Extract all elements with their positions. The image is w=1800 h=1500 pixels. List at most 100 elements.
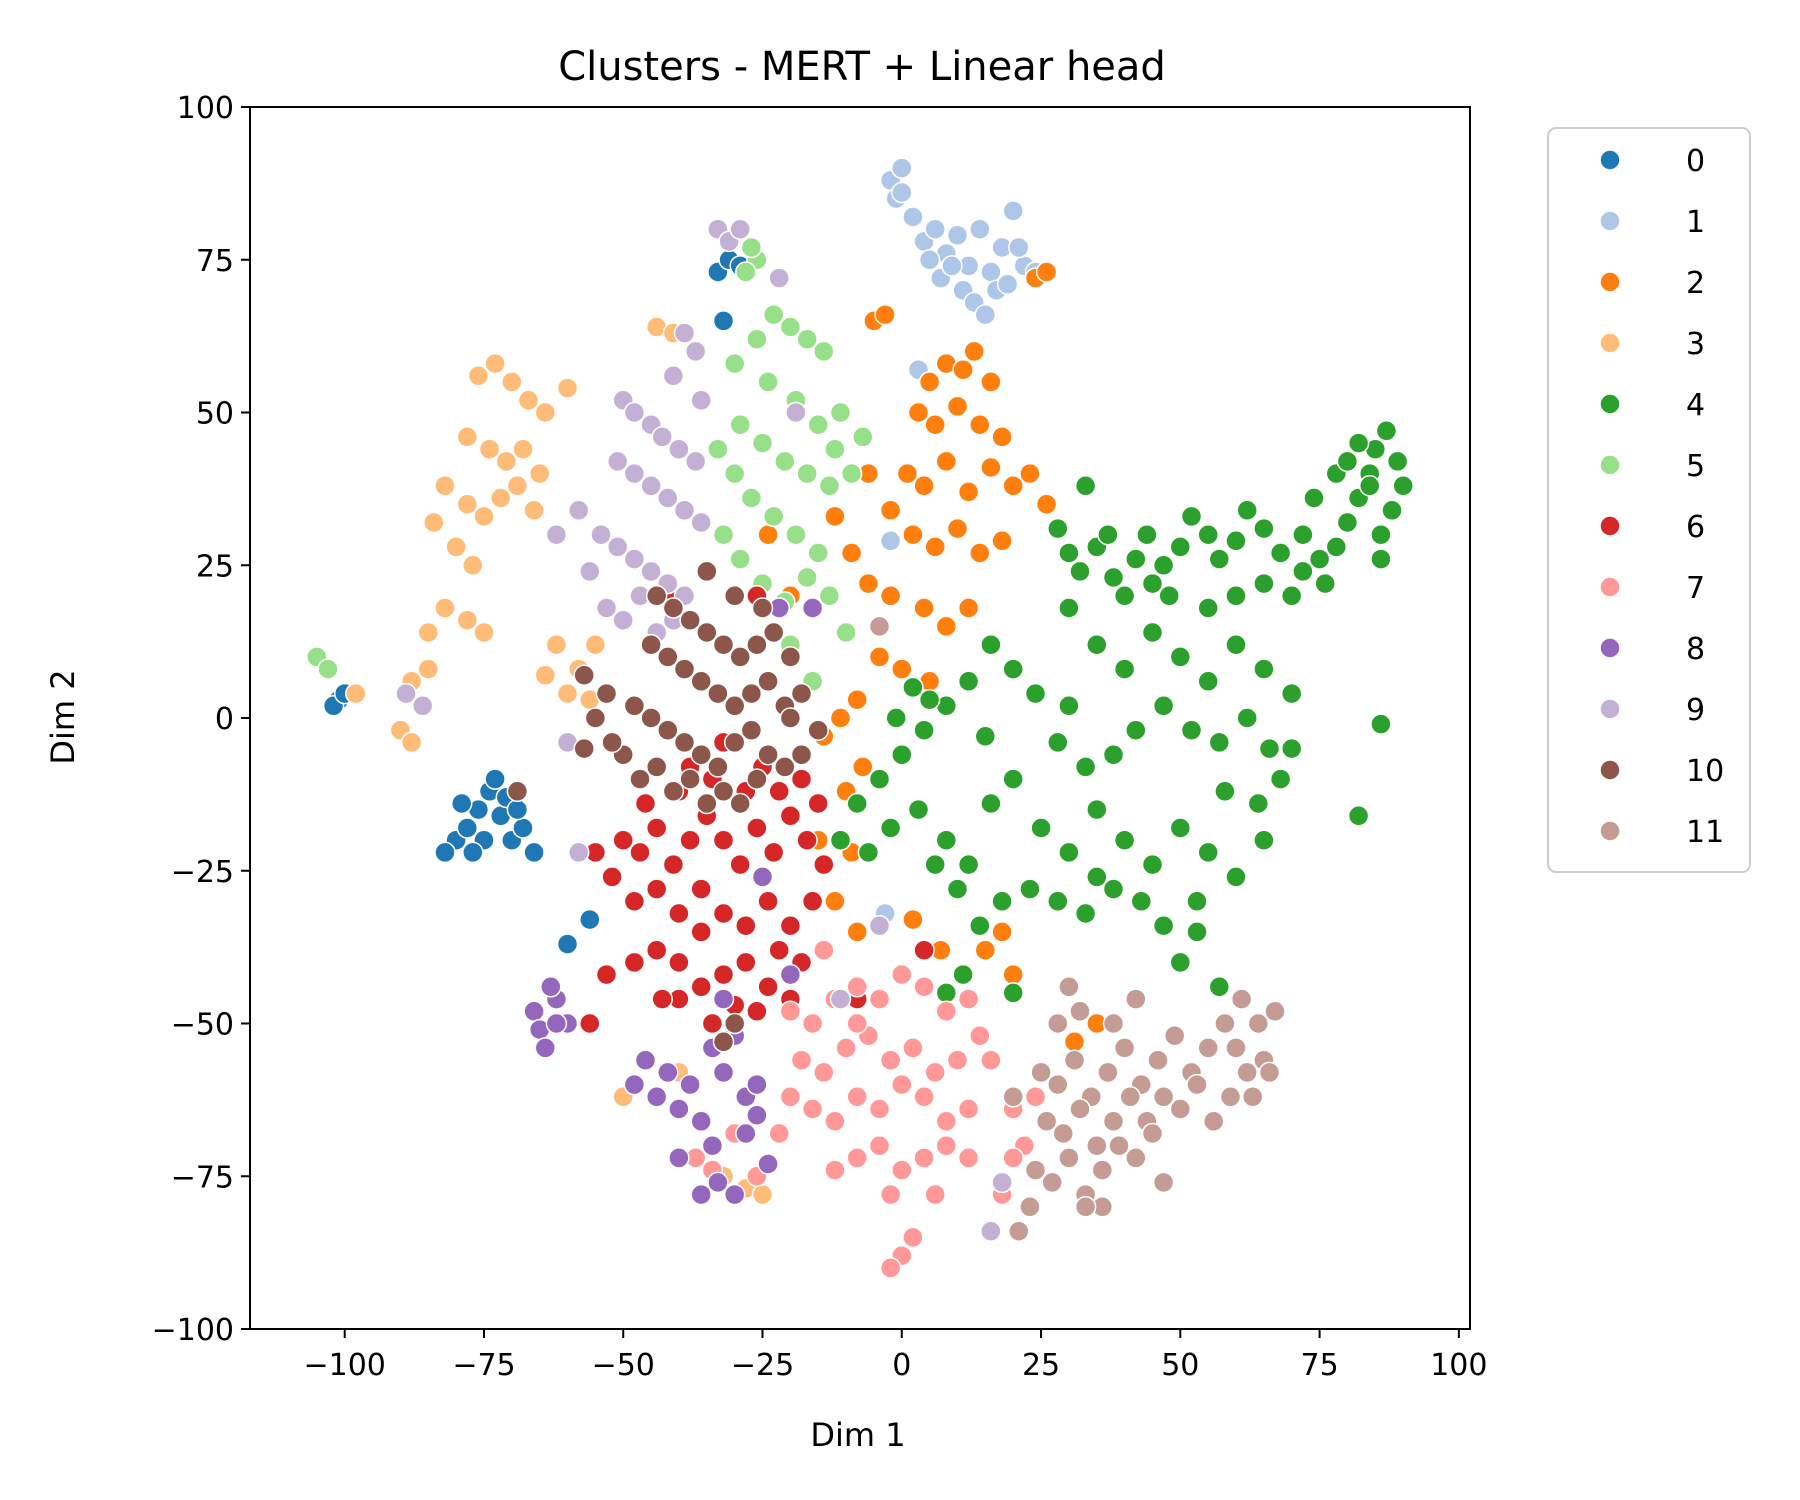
cluster-5-point: [807, 542, 829, 564]
cluster-10-point: [573, 737, 595, 760]
cluster-11-point: [1074, 1196, 1097, 1218]
cluster-5-point: [829, 401, 852, 424]
x-tick-label: −50: [592, 1348, 655, 1383]
cluster-5-point: [757, 371, 779, 393]
legend-label-5: 5: [1686, 449, 1705, 484]
cluster-11-point: [1041, 1171, 1063, 1194]
legend-marker-10: [1599, 759, 1621, 781]
cluster-6-point: [690, 921, 712, 943]
cluster-4-point: [1236, 499, 1258, 522]
cluster-0-point: [506, 798, 529, 821]
cluster-6-point: [768, 780, 790, 803]
cluster-7-point: [801, 1098, 824, 1120]
cluster-10-point: [629, 768, 651, 790]
cluster-7-point: [969, 1024, 991, 1047]
cluster-10-point: [690, 670, 712, 693]
cluster-5-point: [735, 261, 757, 283]
cluster-4-point: [1102, 878, 1125, 900]
cluster-6-point: [729, 853, 751, 876]
cluster-11-point: [1091, 1159, 1114, 1181]
cluster-4-point: [1169, 646, 1192, 668]
legend-label-1: 1: [1686, 205, 1705, 240]
cluster-3-point: [751, 1183, 774, 1206]
cluster-10-point: [740, 719, 763, 741]
cluster-3-point: [417, 621, 440, 644]
cluster-2-point: [946, 395, 969, 418]
cluster-6-point: [595, 963, 618, 986]
cluster-7-point: [846, 1012, 868, 1035]
cluster-4-point: [846, 792, 868, 815]
cluster-11-point: [1125, 988, 1147, 1010]
cluster-6-point: [779, 805, 802, 827]
cluster-10-point: [690, 743, 712, 766]
cluster-6-point: [735, 914, 757, 937]
cluster-4-point: [1208, 976, 1231, 998]
cluster-4-point: [1347, 432, 1370, 454]
cluster-9-point: [567, 841, 590, 864]
cluster-3-point: [556, 377, 579, 399]
cluster-7-point: [902, 1037, 924, 1059]
cluster-1-point: [891, 181, 913, 204]
cluster-4-point: [1325, 536, 1348, 558]
cluster-9-point: [595, 597, 618, 619]
cluster-4-point: [980, 633, 1002, 656]
cluster-9-point: [640, 560, 662, 583]
cluster-4-point: [974, 725, 997, 748]
cluster-4-point: [1236, 707, 1258, 729]
cluster-4-point: [857, 841, 880, 864]
cluster-7-point: [835, 1037, 857, 1059]
cluster-6-point: [634, 792, 657, 815]
cluster-10-point: [679, 768, 701, 790]
cluster-0-point: [462, 841, 484, 864]
cluster-6-point: [645, 878, 668, 900]
cluster-8-point: [645, 1086, 668, 1108]
cluster-4-point: [1086, 633, 1108, 656]
cluster-2-point: [991, 530, 1013, 552]
cluster-4-point: [907, 798, 930, 821]
cluster-8-point: [712, 988, 735, 1010]
cluster-4-point: [1269, 768, 1292, 790]
cluster-11-point: [1069, 1098, 1091, 1120]
cluster-2-point: [913, 597, 935, 619]
cluster-3-point: [495, 450, 518, 473]
cluster-6-point: [768, 939, 790, 961]
cluster-11-point: [1030, 1061, 1052, 1084]
cluster-4-point: [1002, 768, 1024, 790]
cluster-3-point: [534, 401, 557, 424]
cluster-0-point: [523, 841, 545, 864]
cluster-4-point: [935, 982, 958, 1004]
cluster-11-point: [1119, 1086, 1141, 1108]
cluster-3-point: [456, 609, 479, 631]
cluster-4-point: [1381, 499, 1403, 522]
cluster-9-point: [729, 218, 751, 240]
cluster-4-point: [1253, 572, 1275, 595]
cluster-4-point: [1375, 420, 1398, 442]
cluster-4-point: [1180, 719, 1203, 741]
cluster-10-point: [712, 1031, 735, 1053]
cluster-4-point: [1197, 670, 1219, 693]
cluster-7-point: [824, 1110, 846, 1133]
cluster-4-point: [1097, 523, 1119, 546]
cluster-7-point: [980, 1049, 1002, 1071]
cluster-4-point: [1253, 658, 1275, 680]
cluster-5-point: [729, 413, 751, 436]
cluster-5-point: [317, 658, 339, 680]
cluster-5-point: [729, 548, 751, 570]
cluster-11-point: [1097, 1061, 1119, 1084]
cluster-4-point: [1130, 890, 1153, 913]
cluster-7-point: [891, 963, 913, 986]
cluster-4-point: [1386, 450, 1409, 473]
cluster-9-point: [606, 450, 629, 473]
cluster-3-point: [517, 389, 540, 412]
cluster-4-point: [1113, 658, 1136, 680]
cluster-8-point: [746, 1073, 768, 1096]
cluster-6-point: [645, 817, 668, 839]
cluster-7-point: [779, 1086, 802, 1108]
cluster-9-point: [768, 267, 790, 289]
cluster-4-point: [1370, 713, 1392, 735]
cluster-9-point: [612, 609, 634, 631]
cluster-10-point: [640, 633, 662, 656]
cluster-4-point: [1303, 487, 1325, 509]
y-tick-label: 50: [196, 397, 234, 432]
x-axis: −100 −75 −50 −25 0 25 50 75 100: [304, 1329, 1487, 1383]
